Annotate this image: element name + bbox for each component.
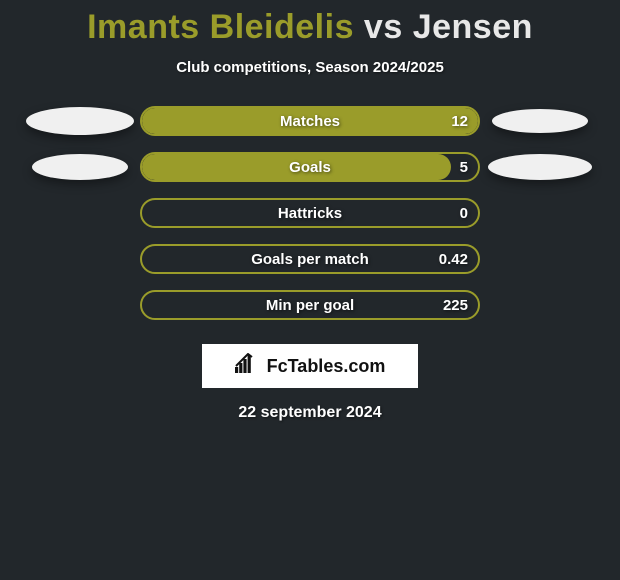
stat-row: Min per goal 225	[0, 282, 620, 328]
bar-label: Hattricks	[278, 205, 342, 222]
title-vs: vs	[354, 8, 413, 46]
bar-value-right: 5	[460, 159, 468, 176]
right-side	[480, 154, 600, 180]
title-left: Imants Bleidelis	[87, 8, 354, 46]
bar-value-right: 0	[460, 205, 468, 222]
bar-value-right: 225	[443, 297, 468, 314]
title-right: Jensen	[413, 8, 533, 46]
bar-value-right: 12	[451, 113, 468, 130]
stat-row: Matches 12	[0, 98, 620, 144]
bar-label: Min per goal	[266, 297, 354, 314]
right-ellipse	[492, 109, 588, 133]
stat-bar: Min per goal 225	[140, 290, 480, 320]
stat-bar: Hattricks 0	[140, 198, 480, 228]
left-side	[20, 107, 140, 135]
stat-row: Hattricks 0	[0, 190, 620, 236]
brand-text: FcTables.com	[267, 356, 386, 377]
left-ellipse	[26, 107, 134, 135]
bar-value-right: 0.42	[439, 251, 468, 268]
bar-label: Goals	[289, 159, 331, 176]
date-line: 22 september 2024	[0, 404, 620, 422]
left-side	[20, 154, 140, 180]
stat-bar: Goals per match 0.42	[140, 244, 480, 274]
stat-bar: Matches 12	[140, 106, 480, 136]
chart-icon	[235, 353, 261, 380]
page-title: Imants Bleidelis vs Jensen	[0, 8, 620, 47]
bar-label: Goals per match	[251, 251, 369, 268]
stat-bar: Goals 5	[140, 152, 480, 182]
right-ellipse	[488, 154, 592, 180]
left-ellipse	[32, 154, 128, 180]
brand-box: FcTables.com	[202, 344, 418, 388]
right-side	[480, 109, 600, 133]
subtitle: Club competitions, Season 2024/2025	[0, 59, 620, 76]
comparison-infographic: Imants Bleidelis vs Jensen Club competit…	[0, 0, 620, 422]
stat-row: Goals 5	[0, 144, 620, 190]
stat-row: Goals per match 0.42	[0, 236, 620, 282]
stats-rows: Matches 12 Goals 5 Hattricks 0 Goals per match…	[0, 98, 620, 328]
bar-label: Matches	[280, 113, 340, 130]
